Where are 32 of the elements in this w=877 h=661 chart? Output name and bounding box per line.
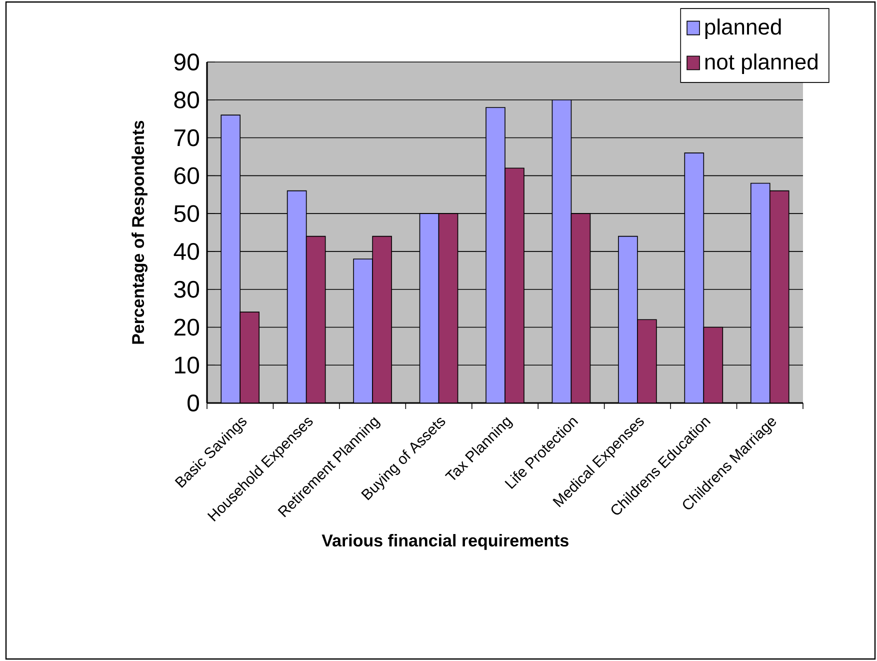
y-tick-label: 90 (174, 54, 200, 70)
bar (419, 213, 440, 403)
bar (306, 236, 326, 403)
bar (504, 168, 524, 403)
legend-label: planned (705, 18, 781, 40)
legend-label: not planned (705, 53, 818, 74)
bar (372, 236, 392, 403)
y-tick-label: 60 (174, 167, 200, 184)
bar (769, 190, 790, 403)
bar (637, 319, 657, 403)
y-tick-label: 80 (174, 91, 200, 108)
bar (286, 190, 307, 403)
y-tick-label: 10 (175, 356, 200, 374)
bar (684, 152, 704, 403)
y-tick-label: 30 (174, 280, 200, 298)
bar (486, 107, 506, 403)
bar (220, 114, 241, 403)
y-tick-label: 50 (174, 205, 200, 222)
y-tick-label: 20 (174, 318, 200, 336)
bar (750, 182, 770, 403)
bar (353, 258, 373, 403)
bar (570, 213, 591, 403)
bar (618, 236, 638, 403)
bar (552, 100, 572, 403)
bar (703, 326, 724, 403)
y-tick-label: 0 (188, 394, 200, 412)
y-tick-label: 40 (174, 242, 200, 260)
x-axis-title: Various financial requirements (322, 534, 568, 550)
y-tick-label: 70 (174, 129, 200, 146)
bar (240, 312, 260, 403)
bar (438, 213, 458, 403)
y-axis-title: Percentage of Respondents (132, 120, 148, 344)
